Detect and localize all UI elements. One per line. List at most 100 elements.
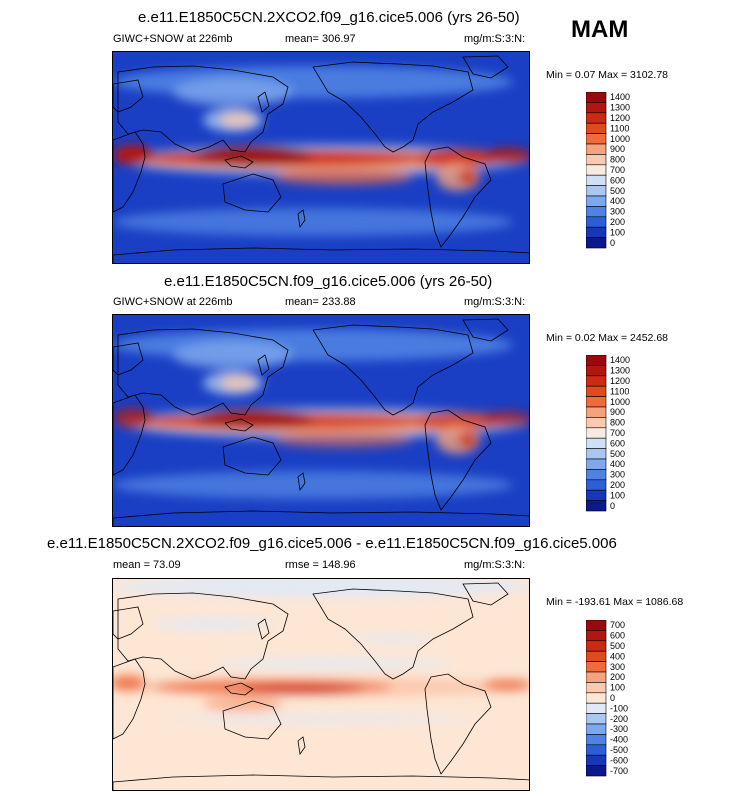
colorbar-level-label: 1200 — [610, 113, 630, 123]
colorbar-swatch — [585, 102, 607, 114]
colorbar-level-label: 1100 — [610, 123, 629, 133]
colorbar-swatch — [585, 500, 607, 512]
colorbar-swatch — [585, 437, 607, 449]
coastline-indonesia — [224, 682, 254, 696]
colorbar-swatch — [585, 354, 607, 366]
panel-1-variable-label: GIWC+SNOW at 226mb — [113, 33, 233, 45]
colorbar-swatch — [585, 122, 607, 134]
colorbar-level-label: 500 — [610, 641, 625, 651]
panel-3-title: e.e11.E1850C5CN.2XCO2.f09_g16.cice5.006 … — [47, 535, 617, 552]
colorbar-level-label: 1100 — [610, 386, 629, 396]
panel-2-minmax: Min = 0.02 Max = 2452.68 — [546, 332, 668, 344]
coastline-asia — [117, 592, 289, 680]
colorbar-swatch — [585, 195, 607, 207]
coastline-europe — [113, 606, 144, 640]
panel-2-colorbar: 1400 1300 1200 1100 1000 900 800 700 600 500 400 30… — [585, 354, 666, 522]
colorbar-swatch — [585, 734, 607, 746]
colorbar-swatch — [585, 185, 607, 197]
colorbar-level-label: 200 — [610, 217, 625, 227]
colorbar-swatch — [585, 216, 607, 228]
colorbar-swatch — [585, 692, 607, 704]
coastline-antarctica — [113, 247, 529, 263]
colorbar-swatch — [585, 164, 607, 176]
panel-1-units-label: mg/m:S:3:N: — [464, 33, 526, 45]
colorbar-level-label: 1000 — [610, 134, 630, 144]
colorbar-swatch — [585, 682, 607, 694]
season-label: MAM — [571, 16, 629, 43]
panel-2-variable-label: GIWC+SNOW at 226mb — [113, 296, 233, 308]
colorbar-level-label: 500 — [610, 186, 625, 196]
panel-1-colorbar: 1400 1300 1200 1100 1000 900 800 700 600 500 400 30… — [585, 91, 666, 259]
colorbar-level-label: 700 — [610, 165, 625, 175]
colorbar-swatch — [585, 174, 607, 186]
colorbar-level-label: 200 — [610, 480, 625, 490]
panel-2-units-label: mg/m:S:3:N: — [464, 296, 526, 308]
colorbar-swatch — [585, 154, 607, 166]
coastline-nz — [297, 472, 306, 492]
coastline-africa — [113, 658, 146, 740]
coastline-africa — [113, 394, 146, 476]
panel-3-colorbar: 700 600 500 400 300 200 100 0 -100 -200 -300 -400 -5… — [585, 619, 666, 787]
coastline-namerica — [312, 324, 474, 416]
colorbar-level-label: 1200 — [610, 376, 630, 386]
colorbar-swatch — [585, 479, 607, 491]
colorbar-level-label: 1400 — [610, 92, 630, 102]
panel-3-mean-label: mean = 73.09 — [113, 559, 181, 571]
colorbar-swatch — [585, 427, 607, 439]
coastline-nz — [297, 736, 306, 756]
panel-2-map — [112, 314, 530, 527]
panel-3-minmax: Min = -193.61 Max = 1086.68 — [546, 596, 684, 608]
colorbar-swatch — [585, 226, 607, 238]
coastline-namerica — [312, 588, 474, 680]
colorbar-swatch — [585, 630, 607, 642]
colorbar-level-label: 400 — [610, 459, 625, 469]
colorbar-level-label: 200 — [610, 672, 625, 682]
colorbar-level-label: 400 — [610, 196, 625, 206]
colorbar-swatch — [585, 396, 607, 408]
colorbar-level-label: 400 — [610, 651, 625, 661]
colorbar-level-label: -100 — [610, 703, 628, 713]
colorbar-level-label: 700 — [610, 428, 625, 438]
panel-2-mean-label: mean= 233.88 — [285, 296, 356, 308]
coastline-antarctica — [113, 774, 529, 790]
panel-3-units-label: mg/m:S:3:N: — [464, 559, 526, 571]
coastline-europe — [113, 79, 144, 113]
colorbar-level-label: 100 — [610, 227, 625, 237]
colorbar-swatch — [585, 640, 607, 652]
coastline-samerica — [424, 409, 492, 511]
coastline-australia — [222, 700, 282, 740]
colorbar-swatch — [585, 765, 607, 777]
coastline-australia — [222, 436, 282, 476]
colorbar-level-label: 500 — [610, 449, 625, 459]
colorbar-swatch — [585, 133, 607, 145]
colorbar-level-label: 800 — [610, 418, 625, 428]
colorbar-level-label: 1000 — [610, 397, 630, 407]
colorbar-swatch — [585, 91, 607, 103]
colorbar-swatch — [585, 206, 607, 218]
coastline-namerica — [312, 61, 474, 153]
colorbar-swatch — [585, 702, 607, 714]
colorbar-level-label: 0 — [610, 501, 615, 511]
colorbar-level-label: 300 — [610, 470, 625, 480]
colorbar-level-label: 800 — [610, 155, 625, 165]
coastline-greenland — [462, 582, 509, 606]
colorbar-level-label: 100 — [610, 683, 625, 693]
panel-2-title: e.e11.E1850C5CN.f09_g16.cice5.006 (yrs 2… — [164, 273, 493, 290]
coastline-greenland — [462, 318, 509, 342]
colorbar-swatch — [585, 650, 607, 662]
colorbar-level-label: 0 — [610, 693, 615, 703]
colorbar-swatch — [585, 744, 607, 756]
coastline-europe — [113, 342, 144, 376]
coastline-antarctica — [113, 510, 529, 526]
colorbar-swatch — [585, 143, 607, 155]
colorbar-level-label: 0 — [610, 238, 615, 248]
colorbar-level-label: 900 — [610, 144, 625, 154]
colorbar-swatch — [585, 237, 607, 249]
coastline-samerica — [424, 673, 492, 775]
coastline-japan — [257, 354, 270, 376]
colorbar-swatch — [585, 385, 607, 397]
colorbar-level-label: 1300 — [610, 103, 630, 113]
colorbar-level-label: -200 — [610, 714, 628, 724]
colorbar-level-label: -600 — [610, 755, 628, 765]
colorbar-level-label: 600 — [610, 438, 625, 448]
